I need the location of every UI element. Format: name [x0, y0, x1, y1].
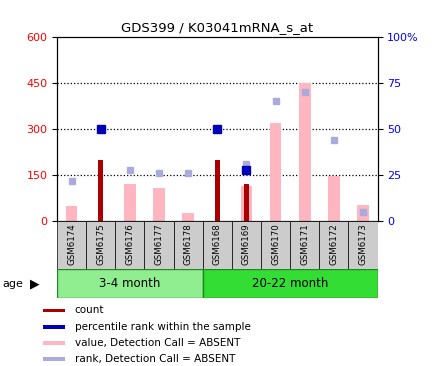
Bar	[357, 205, 368, 221]
Text: GSM6174: GSM6174	[67, 223, 76, 265]
Text: age: age	[2, 279, 23, 289]
Bar	[327, 176, 339, 221]
Bar	[66, 206, 77, 221]
Text: GSM6169: GSM6169	[241, 224, 251, 265]
Bar	[43, 341, 65, 345]
Bar	[261, 221, 290, 269]
Text: GSM6178: GSM6178	[183, 223, 192, 265]
Bar	[115, 221, 144, 269]
Bar	[98, 160, 103, 221]
Bar	[144, 221, 173, 269]
Bar	[43, 325, 65, 329]
Bar	[231, 221, 261, 269]
Text: count: count	[74, 306, 104, 315]
Text: GSM6171: GSM6171	[300, 223, 308, 265]
Text: GSM6172: GSM6172	[328, 223, 338, 265]
Text: value, Detection Call = ABSENT: value, Detection Call = ABSENT	[74, 338, 240, 348]
Bar	[57, 269, 202, 298]
Bar	[290, 221, 318, 269]
Text: GSM6170: GSM6170	[270, 223, 279, 265]
Bar	[173, 221, 202, 269]
Bar	[153, 187, 165, 221]
Bar	[57, 221, 86, 269]
Bar	[182, 213, 194, 221]
Bar	[240, 186, 252, 221]
Bar	[43, 309, 65, 312]
Text: GSM6177: GSM6177	[154, 223, 163, 265]
Bar	[214, 160, 219, 221]
Bar	[124, 184, 135, 221]
Bar	[86, 221, 115, 269]
Text: ▶: ▶	[30, 277, 39, 290]
Text: 20-22 month: 20-22 month	[251, 277, 328, 290]
Text: 3-4 month: 3-4 month	[99, 277, 160, 290]
Bar	[269, 123, 281, 221]
Bar	[43, 357, 65, 361]
Bar	[202, 269, 377, 298]
Text: GSM6168: GSM6168	[212, 223, 221, 265]
Text: GSM6173: GSM6173	[358, 223, 367, 265]
Bar	[202, 221, 231, 269]
Text: percentile rank within the sample: percentile rank within the sample	[74, 322, 250, 332]
Bar	[348, 221, 377, 269]
Text: GSM6175: GSM6175	[96, 223, 105, 265]
Title: GDS399 / K03041mRNA_s_at: GDS399 / K03041mRNA_s_at	[121, 21, 313, 34]
Bar	[298, 83, 310, 221]
Bar	[318, 221, 348, 269]
Bar	[243, 184, 248, 221]
Text: GSM6176: GSM6176	[125, 223, 134, 265]
Text: rank, Detection Call = ABSENT: rank, Detection Call = ABSENT	[74, 354, 234, 364]
